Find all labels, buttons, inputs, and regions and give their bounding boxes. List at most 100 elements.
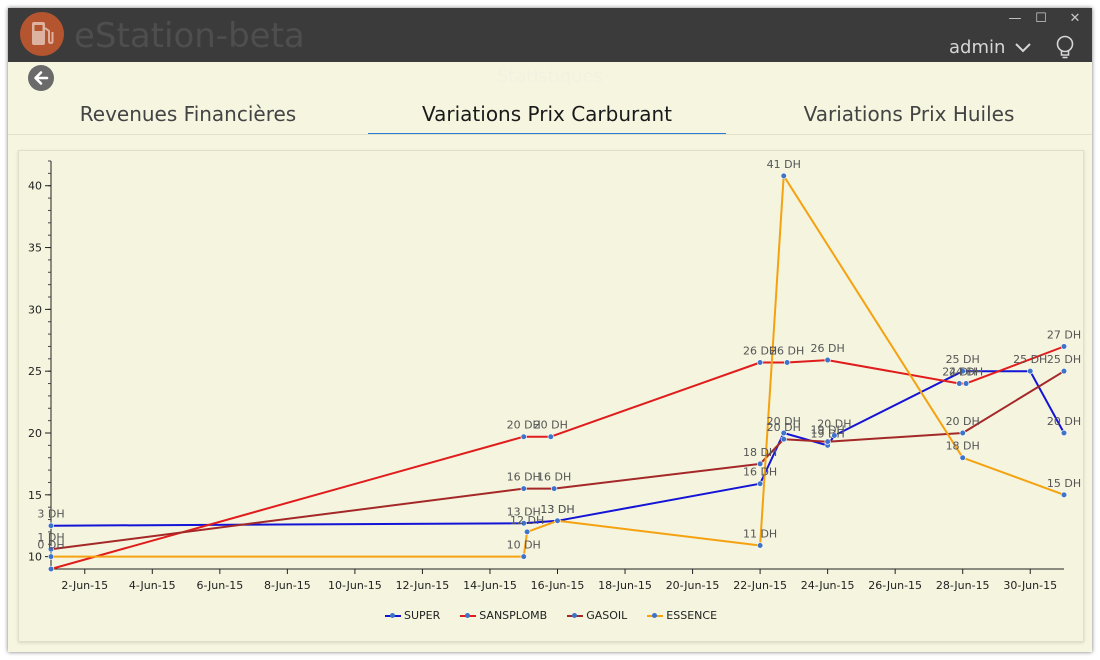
- data-label: 18 DH: [946, 440, 980, 453]
- data-point: [551, 485, 558, 492]
- data-point: [47, 565, 55, 573]
- fuel-pump-icon: [20, 12, 64, 56]
- maximize-button[interactable]: ☐: [1035, 11, 1047, 26]
- x-tick-label: 6-Jun-15: [196, 579, 243, 592]
- data-label: 13 DH: [540, 503, 574, 516]
- legend-swatch: [567, 611, 584, 621]
- data-point: [547, 433, 554, 440]
- x-tick-label: 22-Jun-15: [733, 579, 787, 592]
- x-tick-label: 14-Jun-15: [463, 579, 517, 592]
- legend-item-gasoil[interactable]: GASOIL: [567, 609, 627, 622]
- data-point: [756, 359, 764, 366]
- data-point: [554, 517, 561, 524]
- data-label: 20 DH: [767, 415, 801, 428]
- data-label: 13 DH: [540, 503, 574, 516]
- x-tick-label: 2-Jun-15: [61, 579, 108, 592]
- data-point: [831, 432, 838, 439]
- data-point: [756, 460, 764, 468]
- app-window: eStation-beta — ☐ ✕ admin Statistiques R…: [8, 8, 1092, 652]
- data-point: [47, 553, 55, 560]
- data-point: [962, 380, 970, 387]
- data-point: [520, 433, 527, 440]
- y-tick-label: 30: [28, 303, 42, 316]
- y-tick-label: 10: [28, 551, 42, 564]
- data-point: [1060, 343, 1068, 350]
- data-label: 20 DH: [946, 415, 980, 428]
- y-tick-label: 40: [28, 180, 42, 193]
- data-label: 26 DH: [770, 345, 804, 358]
- data-label: 13 DH: [507, 505, 541, 518]
- y-tick-label: 15: [28, 489, 42, 502]
- app-title: eStation-beta: [74, 16, 305, 56]
- minimize-button[interactable]: —: [1008, 11, 1022, 26]
- y-tick-label: 25: [28, 365, 42, 378]
- legend-label: SUPER: [403, 609, 441, 622]
- chart-plot: 10 15 20 25 30 35 40 2-Jun-15 4-Jun-15 6-Jun-15 8-…: [28, 158, 1081, 592]
- legend-item-sansplomb[interactable]: SANSPLOMB: [460, 609, 547, 622]
- close-button[interactable]: ✕: [1069, 11, 1081, 26]
- data-point: [780, 172, 787, 179]
- x-tick-label: 8-Jun-15: [264, 579, 311, 592]
- data-label: 16 DH: [507, 471, 541, 484]
- x-tick-label: 18-Jun-15: [598, 579, 652, 592]
- data-point: [1060, 429, 1068, 437]
- data-label: 20 DH: [1047, 415, 1081, 428]
- data-point: [1027, 368, 1034, 375]
- data-point: [784, 359, 791, 366]
- data-label: 19 DH: [811, 424, 845, 437]
- chart-legend: SUPER SANSPLOMB GASOIL ESSENCE: [19, 609, 1083, 622]
- legend-label: ESSENCE: [666, 609, 718, 622]
- data-point: [520, 553, 527, 560]
- data-point: [520, 520, 527, 527]
- x-tick-label: 30-Jun-15: [1003, 579, 1057, 592]
- series-line-essence: [51, 174, 1065, 558]
- page-title: Statistiques: [496, 66, 604, 87]
- x-tick-label: 20-Jun-15: [666, 579, 720, 592]
- legend-item-super[interactable]: SUPER: [384, 609, 441, 622]
- data-label: 3 DH: [37, 508, 64, 521]
- y-tick-label: 20: [28, 427, 42, 440]
- data-label: 18 DH: [743, 446, 777, 459]
- data-point: [824, 438, 831, 445]
- data-label: 25 DH: [1047, 353, 1081, 366]
- data-point: [47, 546, 55, 553]
- data-label: 25 DH: [1013, 353, 1047, 366]
- x-tick-label: 4-Jun-15: [129, 579, 176, 592]
- data-label: 15 DH: [1047, 477, 1081, 490]
- data-point: [824, 356, 831, 364]
- lightbulb-icon[interactable]: [1054, 35, 1076, 61]
- data-label: 24 DH: [942, 366, 976, 379]
- data-point: [1060, 368, 1068, 375]
- back-arrow-icon[interactable]: [28, 65, 54, 91]
- data-point: [756, 542, 764, 549]
- data-label: 10 DH: [507, 539, 541, 552]
- user-name: admin: [949, 37, 1006, 58]
- legend-swatch: [384, 611, 401, 621]
- legend-label: SANSPLOMB: [479, 609, 548, 622]
- data-point: [756, 480, 764, 487]
- data-point: [520, 485, 527, 492]
- data-point: [780, 429, 787, 437]
- legend-item-essence[interactable]: ESSENCE: [647, 609, 717, 622]
- data-label: 16 DH: [537, 471, 571, 484]
- data-label: 20 DH: [507, 419, 541, 432]
- tab-variations-prix-carburant[interactable]: Variations Prix Carburant: [422, 102, 672, 126]
- data-label: 11 DH: [743, 528, 777, 541]
- data-label: 16 DH: [743, 466, 777, 479]
- data-point: [956, 380, 963, 387]
- user-menu[interactable]: admin: [949, 36, 1031, 60]
- data-label: 24 DH: [949, 366, 983, 379]
- legend-swatch: [647, 611, 664, 621]
- x-tick-label: 28-Jun-15: [936, 579, 990, 592]
- data-point: [47, 522, 55, 529]
- data-point: [959, 429, 966, 437]
- legend-label: GASOIL: [586, 609, 628, 622]
- x-tick-label: 16-Jun-15: [531, 579, 585, 592]
- data-label: 1 DH: [37, 531, 64, 544]
- data-label: 26 DH: [811, 342, 845, 355]
- tab-revenues-financieres[interactable]: Revenues Financières: [79, 102, 297, 126]
- title-bar[interactable]: eStation-beta — ☐ ✕ admin: [8, 8, 1092, 62]
- tab-variations-prix-huiles[interactable]: Variations Prix Huiles: [803, 102, 1015, 126]
- data-label: 26 DH: [743, 345, 777, 358]
- data-label: 20 DH: [767, 421, 801, 434]
